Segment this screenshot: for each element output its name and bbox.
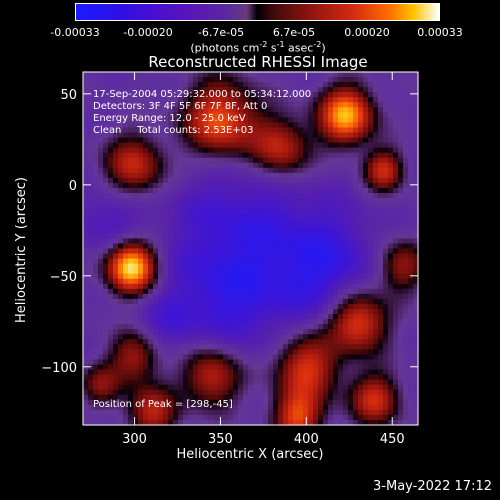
y-tick-label: −50 — [50, 270, 77, 285]
heatmap-image — [83, 72, 419, 426]
x-axis-title: Heliocentric X (arcsec) — [177, 447, 324, 462]
colorbar-tick-label: 6.7e-05 — [272, 26, 316, 39]
colorbar — [75, 3, 440, 21]
footer-date: 3-May-2022 17:12 — [373, 479, 492, 494]
y-tick-label: 50 — [60, 88, 77, 103]
y-axis-title: Heliocentric Y (arcsec) — [14, 177, 29, 323]
annotation-time-range: 17-Sep-2004 05:29:32.000 to 05:34:12.000 — [93, 89, 311, 100]
x-tick-label: 350 — [208, 432, 233, 447]
annotation-counts: Clean Total counts: 2.53E+03 — [93, 125, 253, 136]
colorbar-unit-label: (photons cm-2 s-1 asec-2) — [190, 40, 326, 55]
annotation-detectors: Detectors: 3F 4F 5F 6F 7F 8F, Att 0 — [93, 101, 267, 112]
x-tick-label: 450 — [380, 432, 405, 447]
plot-frame — [82, 71, 419, 426]
x-tick-label: 400 — [294, 432, 319, 447]
x-tick-label: 300 — [122, 432, 147, 447]
annotation-energy-range: Energy Range: 12.0 - 25.0 keV — [93, 113, 246, 124]
y-tick-label: −100 — [41, 361, 77, 376]
colorbar-tick-label: -6.7e-05 — [197, 26, 245, 39]
colorbar-tick-label: 0.00033 — [417, 26, 463, 39]
plot-title: Reconstructed RHESSI Image — [148, 53, 368, 71]
y-tick-label: 0 — [69, 179, 77, 194]
colorbar-tick-label: -0.00020 — [123, 26, 173, 39]
colorbar-tick-label: 0.00020 — [344, 26, 390, 39]
colorbar-tick-label: -0.00033 — [50, 26, 100, 39]
peak-position-label: Position of Peak = [298,-45] — [93, 399, 233, 410]
